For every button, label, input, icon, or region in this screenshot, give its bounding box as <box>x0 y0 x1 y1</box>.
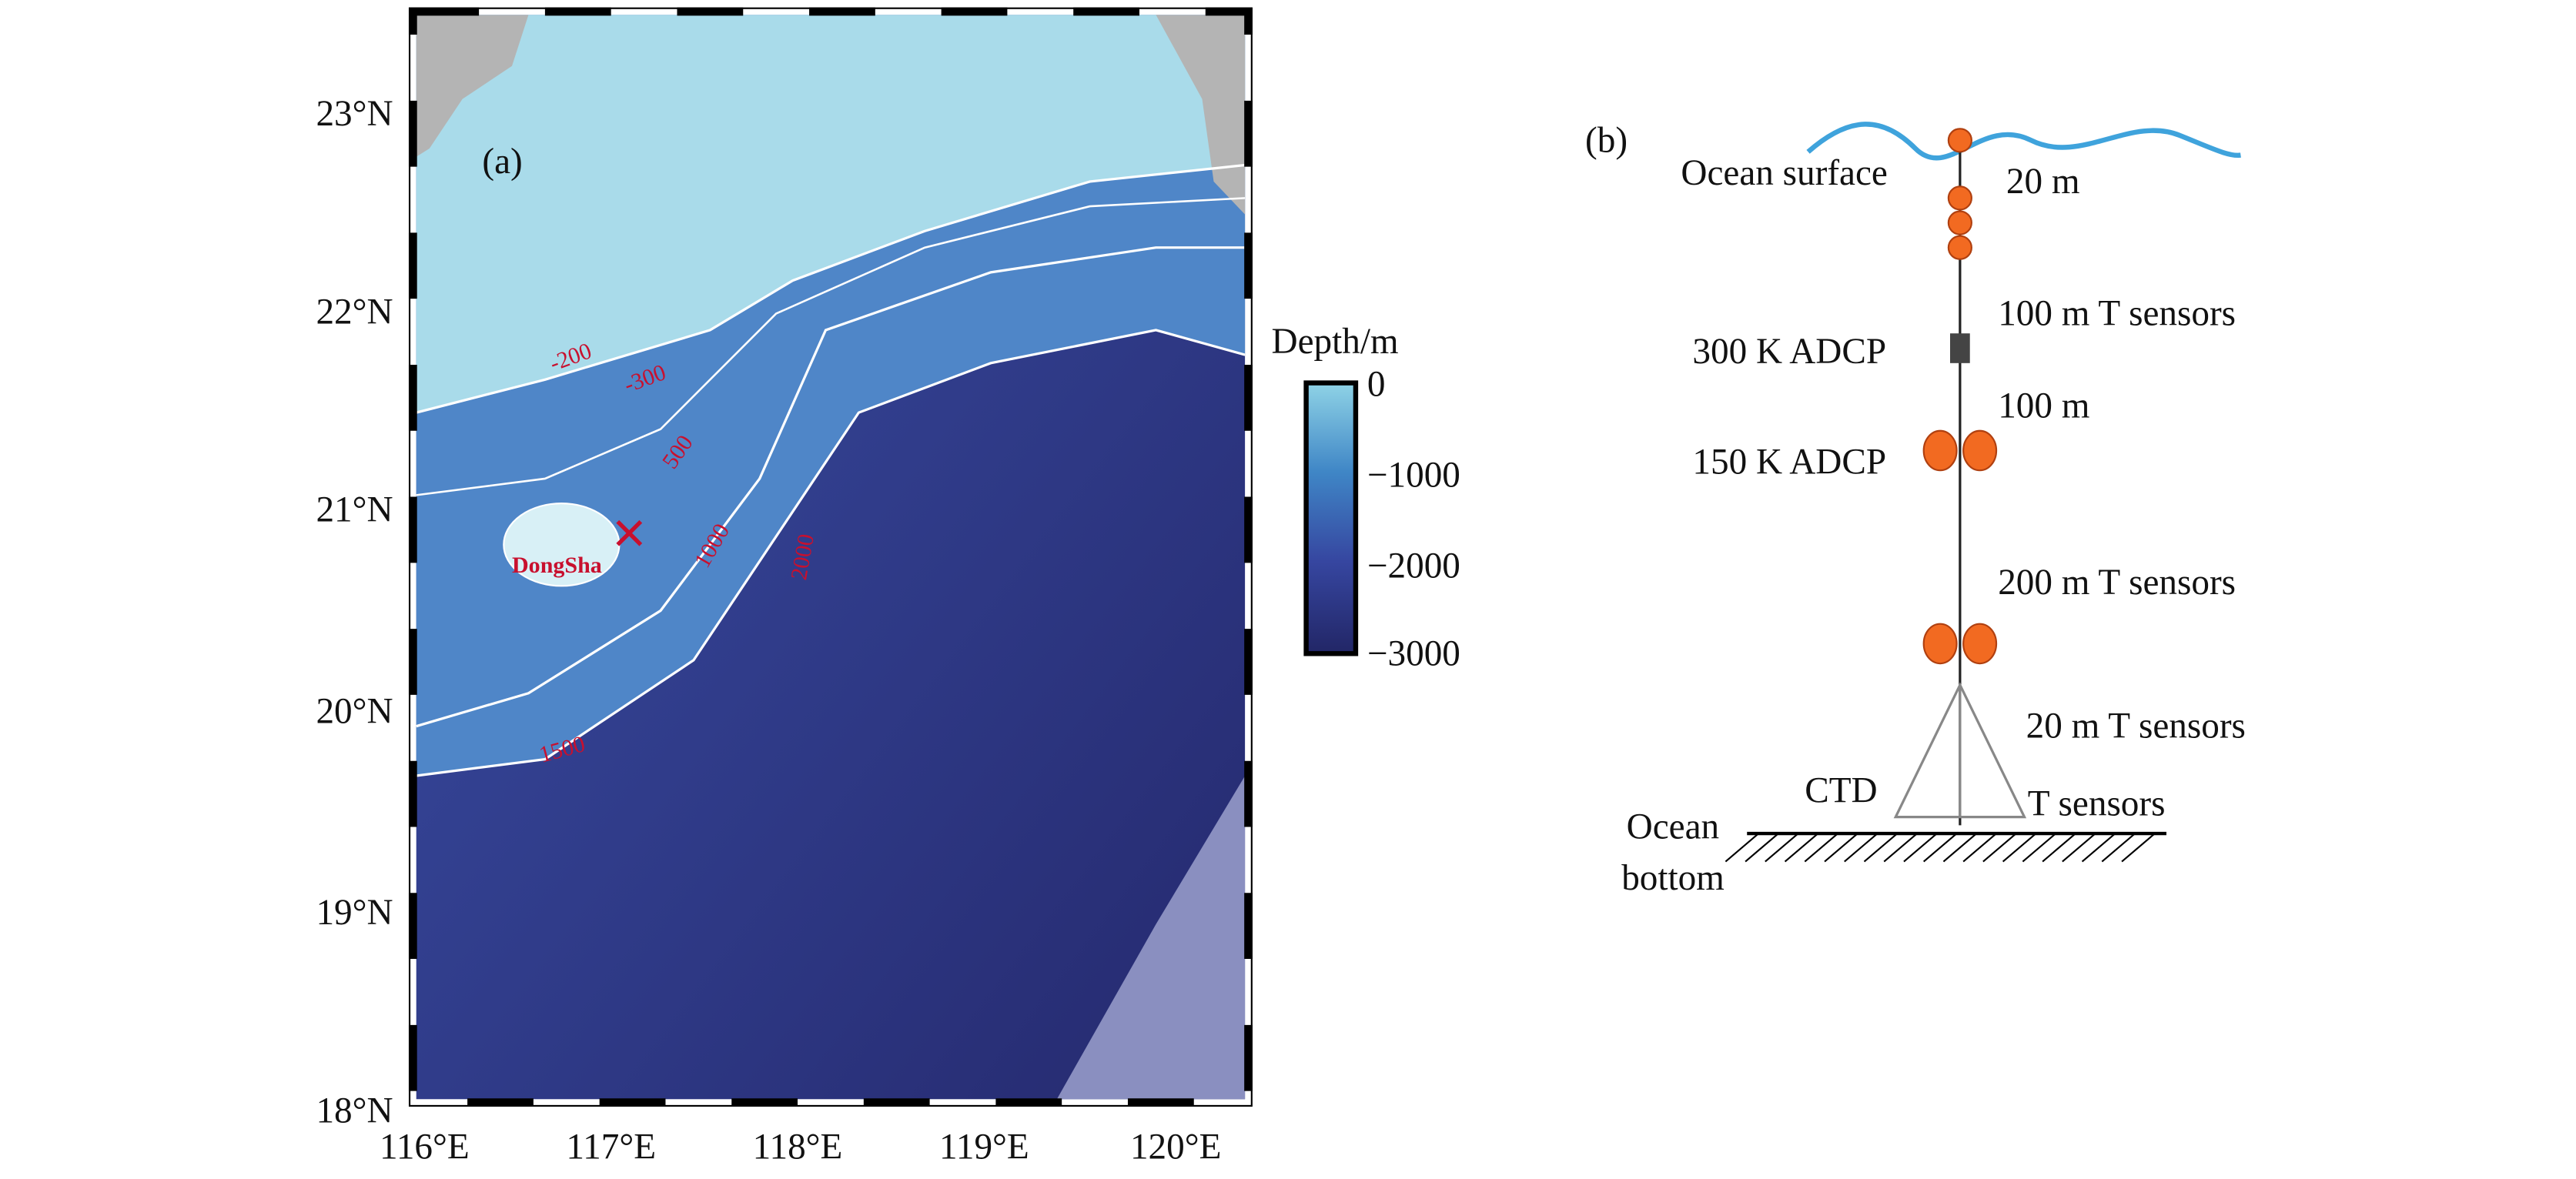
diagram-label: 20 m T sensors <box>2026 706 2246 746</box>
adcp <box>1950 333 1970 363</box>
diagram-label: 150 K ADCP <box>1692 443 1886 483</box>
lat-tick-label: 18°N <box>316 1090 393 1131</box>
diagram-label: 200 m T sensors <box>1998 563 2236 603</box>
map <box>416 15 1246 1100</box>
lat-tick-label: 22°N <box>316 292 393 332</box>
lat-tick-label: 20°N <box>316 691 393 731</box>
colorbar-tick-label: −2000 <box>1367 546 1460 586</box>
diagram-label: Ocean <box>1627 807 1719 847</box>
colorbar-title: Depth/m <box>1272 322 1399 362</box>
lon-tick-label: 118°E <box>753 1127 843 1167</box>
frame <box>1893 682 2027 819</box>
colorbar-tick-label: −3000 <box>1367 633 1460 673</box>
diagram-label: CTD <box>1805 770 1877 810</box>
panel-label: (b) <box>1585 120 1628 160</box>
lat-tick-label: 21°N <box>316 490 393 530</box>
diagram-label: T sensors <box>2028 783 2166 823</box>
diagram-label: bottom <box>1621 858 1725 898</box>
floats <box>1922 128 1998 665</box>
colorbar <box>1303 380 1359 656</box>
site-marker <box>616 519 643 546</box>
ocean-surface <box>1806 122 2241 161</box>
lat-tick-label: 23°N <box>316 94 393 134</box>
diagram-label: Ocean surface <box>1681 153 1887 193</box>
lon-tick-label: 120°E <box>1130 1127 1221 1167</box>
diagram-label: 300 K ADCP <box>1692 332 1886 372</box>
diagram-label: 20 m <box>2006 162 2080 202</box>
diagram-label: 100 m T sensors <box>1998 293 2236 333</box>
lat-tick-label: 19°N <box>316 893 393 933</box>
lon-tick-label: 119°E <box>939 1127 1029 1167</box>
colorbar-tick-label: −1000 <box>1367 456 1460 496</box>
diagram-label: 100 m <box>1998 386 2089 426</box>
panel-label: (a) <box>482 142 522 182</box>
colorbar-tick-label: 0 <box>1367 365 1386 405</box>
lon-tick-label: 117°E <box>566 1127 656 1167</box>
site-label: DongSha <box>512 553 602 578</box>
lon-tick-label: 116°E <box>380 1127 470 1167</box>
seabed-hatch <box>1725 833 2156 863</box>
